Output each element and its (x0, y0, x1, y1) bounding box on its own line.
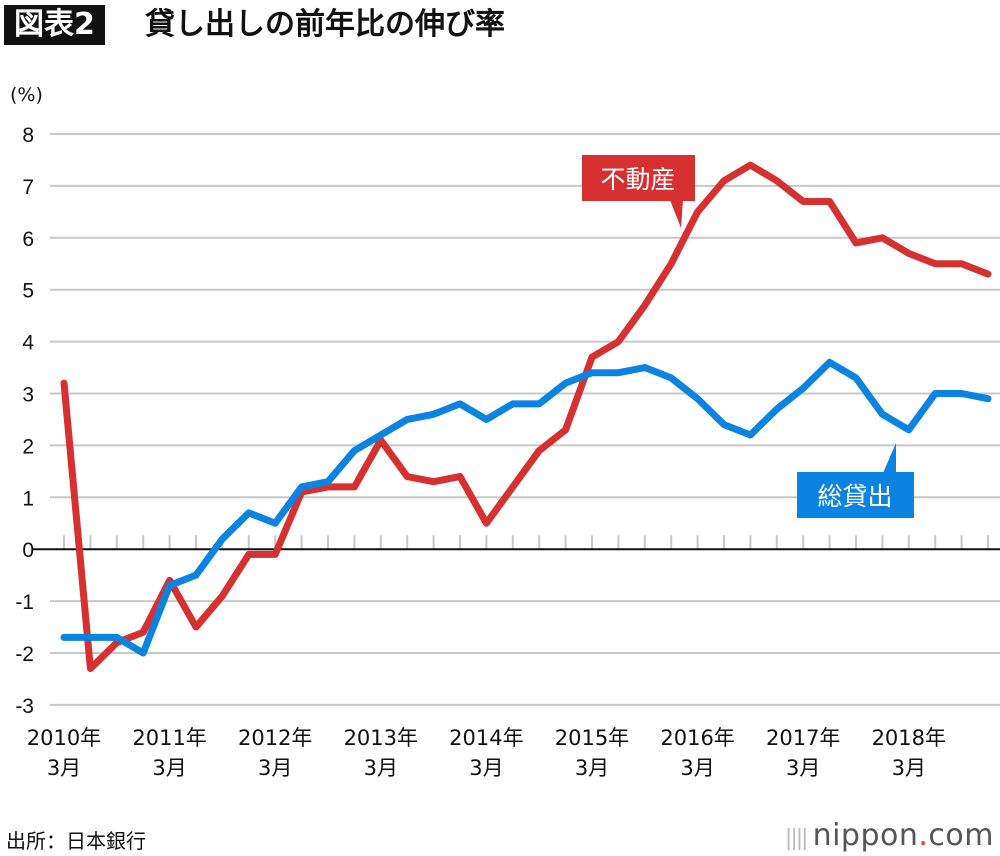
series-line-total-loans (60, 358, 992, 657)
series-line-real-estate (60, 161, 992, 673)
y-tick-label: -3 (15, 695, 34, 718)
series-label-real-estate: 不動産 (600, 165, 675, 194)
x-tick-month: 3月 (469, 756, 503, 780)
logo-bars-icon: |||| (784, 826, 809, 851)
x-tick-month: 3月 (680, 756, 714, 780)
y-tick-label: -1 (15, 591, 34, 614)
series-label-total-loans: 総貸出 (817, 482, 892, 511)
x-tick-year: 2018年 (872, 726, 946, 750)
label-pointer-total-loans (883, 443, 896, 473)
x-tick-year: 2014年 (449, 726, 523, 750)
y-tick-label: 2 (22, 435, 34, 458)
x-tick-year: 2016年 (660, 726, 734, 750)
y-tick-label: 5 (22, 280, 34, 303)
x-tick-year: 2013年 (344, 726, 418, 750)
label-box-total-loans (797, 472, 914, 518)
logo-text: nippon (812, 818, 919, 853)
x-tick-month: 3月 (47, 756, 81, 780)
logo-tld: com (928, 818, 994, 853)
y-tick-label: 0 (22, 539, 34, 562)
y-tick-label: 7 (22, 176, 34, 199)
y-tick-label: -2 (15, 643, 34, 666)
source-note: 出所：日本銀行 (6, 829, 146, 853)
chart-title: 貸し出しの前年比の伸び率 (145, 7, 505, 42)
y-tick-label: 8 (22, 124, 34, 147)
y-tick-label: 1 (22, 487, 34, 510)
x-tick-month: 3月 (364, 756, 398, 780)
x-tick-month: 3月 (152, 756, 186, 780)
x-tick-year: 2010年 (27, 726, 101, 750)
x-tick-month: 3月 (786, 756, 820, 780)
x-tick-month: 3月 (258, 756, 292, 780)
y-tick-label: 3 (22, 384, 34, 407)
x-tick-year: 2017年 (766, 726, 840, 750)
label-box-real-estate (582, 155, 695, 201)
x-tick-month: 3月 (575, 756, 609, 780)
x-tick-year: 2011年 (132, 726, 206, 750)
x-tick-month: 3月 (892, 756, 926, 780)
x-tick-year: 2012年 (238, 726, 312, 750)
label-pointer-real-estate (670, 200, 683, 228)
logo-dot: . (918, 818, 929, 853)
nippon-logo: |||| nippon.com (785, 818, 994, 853)
y-tick-label: 6 (22, 228, 34, 251)
line-chart: 8 7 6 5 4 3 2 1 0 -1 -2 -3 2010年 3月 2011年 3月 2012年 3月 2013… (15, 124, 1000, 780)
y-tick-label: 4 (22, 332, 34, 355)
y-axis-unit: (%) (10, 84, 43, 106)
figure-badge: 図表2 (4, 5, 105, 45)
x-tick-year: 2015年 (555, 726, 629, 750)
